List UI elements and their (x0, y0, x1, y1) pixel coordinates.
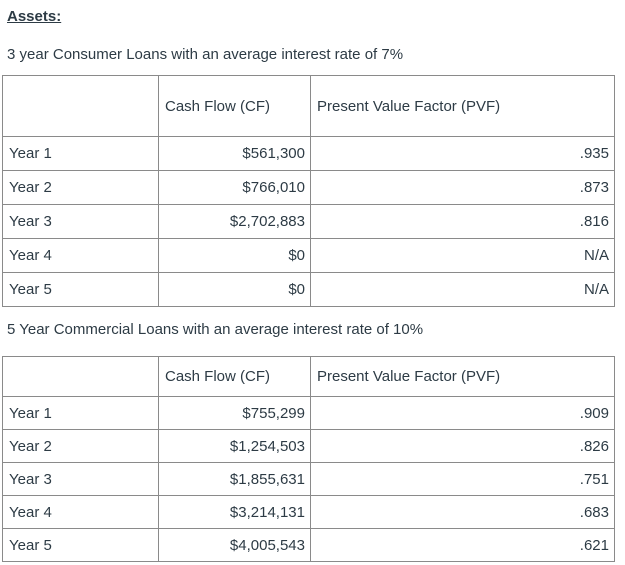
cash-flow-cell: $2,702,883 (158, 204, 311, 239)
pvf-cell: N/A (310, 238, 615, 273)
pvf-cell: .816 (310, 204, 615, 239)
commercial-loans-table: Cash Flow (CF) Present Value Factor (PVF… (2, 356, 615, 562)
cash-flow-cell: $0 (158, 238, 311, 273)
consumer-loans-caption: 3 year Consumer Loans with an average in… (7, 46, 404, 63)
table-row: Year 4 $3,214,131 .683 (2, 495, 615, 529)
cash-flow-cell: $0 (158, 272, 311, 307)
cash-flow-cell: $4,005,543 (158, 528, 311, 562)
table-row: Year 3 $2,702,883 .816 (2, 204, 615, 239)
pvf-cell: .909 (310, 396, 615, 430)
cash-flow-cell: $1,855,631 (158, 462, 311, 496)
pvf-cell: .873 (310, 170, 615, 205)
pvf-cell: .826 (310, 429, 615, 463)
commercial-loans-caption: 5 Year Commercial Loans with an average … (7, 321, 424, 338)
cash-flow-cell: $766,010 (158, 170, 311, 205)
table-row: Year 5 $0 N/A (2, 272, 615, 307)
table-row: Year 4 $0 N/A (2, 238, 615, 273)
year-column-header (2, 75, 159, 137)
year-cell: Year 3 (2, 462, 159, 496)
page-title: Assets: (7, 8, 623, 26)
year-cell: Year 4 (2, 495, 159, 529)
table-row: Year 3 $1,855,631 .751 (2, 462, 615, 496)
pvf-cell: .683 (310, 495, 615, 529)
pvf-cell: .621 (310, 528, 615, 562)
consumer-loans-table: Cash Flow (CF) Present Value Factor (PVF… (2, 75, 615, 307)
pvf-cell: .935 (310, 136, 615, 171)
table-row: Year 2 $1,254,503 .826 (2, 429, 615, 463)
table-row: Year 5 $4,005,543 .621 (2, 528, 615, 562)
year-cell: Year 3 (2, 204, 159, 239)
table-row: Year 2 $766,010 .873 (2, 170, 615, 205)
cash-flow-cell: $1,254,503 (158, 429, 311, 463)
year-cell: Year 5 (2, 272, 159, 307)
year-cell: Year 4 (2, 238, 159, 273)
cash-flow-column-header: Cash Flow (CF) (158, 75, 311, 137)
table-row: Year 1 $561,300 .935 (2, 136, 615, 171)
table-header-row: Cash Flow (CF) Present Value Factor (PVF… (2, 75, 615, 137)
year-cell: Year 1 (2, 136, 159, 171)
table-row: Year 1 $755,299 .909 (2, 396, 615, 430)
cash-flow-cell: $561,300 (158, 136, 311, 171)
cash-flow-cell: $3,214,131 (158, 495, 311, 529)
pvf-column-header: Present Value Factor (PVF) (310, 356, 615, 397)
cash-flow-column-header: Cash Flow (CF) (158, 356, 311, 397)
page-title-text: Assets: (7, 8, 62, 25)
year-column-header (2, 356, 159, 397)
year-cell: Year 2 (2, 170, 159, 205)
cash-flow-cell: $755,299 (158, 396, 311, 430)
year-cell: Year 1 (2, 396, 159, 430)
pvf-cell: N/A (310, 272, 615, 307)
year-cell: Year 5 (2, 528, 159, 562)
year-cell: Year 2 (2, 429, 159, 463)
pvf-column-header: Present Value Factor (PVF) (310, 75, 615, 137)
pvf-cell: .751 (310, 462, 615, 496)
table-header-row: Cash Flow (CF) Present Value Factor (PVF… (2, 356, 615, 397)
